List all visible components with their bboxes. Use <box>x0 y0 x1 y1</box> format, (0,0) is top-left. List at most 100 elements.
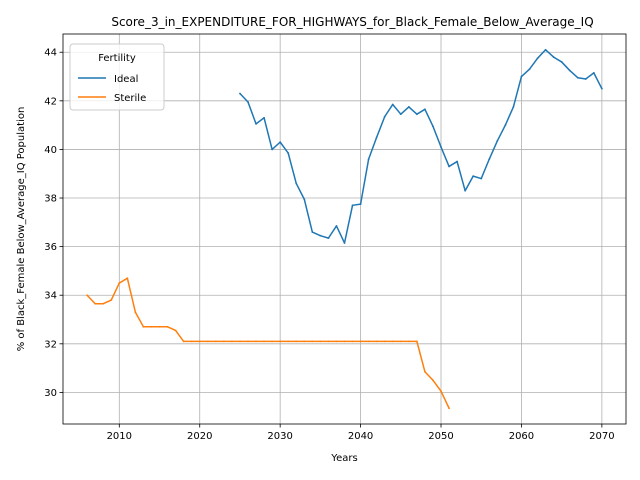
data-point <box>375 136 378 139</box>
data-point <box>126 277 129 280</box>
data-point <box>319 340 322 343</box>
data-point <box>351 340 354 343</box>
series-sterile <box>86 277 450 410</box>
data-point <box>279 141 282 144</box>
y-tick-label: 42 <box>44 96 57 107</box>
data-point <box>311 231 314 233</box>
data-point <box>375 340 378 343</box>
data-point <box>407 340 410 343</box>
data-point <box>190 340 193 343</box>
data-point <box>407 105 410 108</box>
data-point <box>440 146 442 148</box>
data-point <box>536 57 539 60</box>
data-point <box>287 152 290 154</box>
data-point <box>480 177 483 180</box>
data-point <box>391 340 394 343</box>
x-tick-label: 2020 <box>187 431 212 442</box>
data-point <box>584 78 587 80</box>
data-point <box>198 340 201 343</box>
x-tick-label: 2030 <box>267 431 292 442</box>
data-point <box>488 158 491 161</box>
data-point <box>544 48 547 51</box>
data-point <box>464 189 467 192</box>
data-point <box>279 340 282 343</box>
data-point <box>255 123 257 125</box>
data-point <box>600 87 603 90</box>
data-point <box>222 340 225 343</box>
data-point <box>576 76 579 79</box>
data-point <box>150 325 153 328</box>
data-point <box>520 75 523 78</box>
data-point <box>271 340 274 343</box>
data-point <box>432 379 434 382</box>
data-point <box>560 61 563 63</box>
data-point <box>351 204 354 207</box>
data-point <box>528 68 531 71</box>
axis-ticks: 2010 2020 2030 2040 2050 2060 2070 30 32 34 36 38 40… <box>44 48 614 442</box>
x-tick-label: 2060 <box>509 431 534 442</box>
data-point <box>424 370 426 373</box>
data-point <box>214 340 217 343</box>
data-point <box>303 198 306 201</box>
data-point <box>295 340 298 343</box>
data-point <box>295 182 298 185</box>
data-point <box>303 340 306 343</box>
series-line-sterile <box>86 277 450 409</box>
x-axis-label: Years <box>330 453 357 464</box>
data-point <box>383 115 386 118</box>
gridlines <box>63 34 626 424</box>
data-point <box>311 340 314 343</box>
x-tick-label: 2050 <box>428 431 453 442</box>
data-point <box>287 340 290 343</box>
y-tick-label: 30 <box>44 388 57 399</box>
data-point <box>239 340 241 343</box>
data-point <box>512 105 515 108</box>
data-point <box>263 340 265 343</box>
data-point <box>102 302 105 305</box>
data-point <box>391 103 394 106</box>
data-point <box>448 165 450 168</box>
data-point <box>592 71 595 74</box>
series-line-ideal <box>239 49 603 244</box>
series-lines <box>86 48 603 410</box>
data-point <box>182 340 185 343</box>
data-point <box>231 340 233 343</box>
x-tick-label: 2040 <box>348 431 373 442</box>
data-point <box>158 325 161 328</box>
data-point <box>94 302 97 305</box>
data-point <box>424 108 426 111</box>
data-point <box>456 160 458 163</box>
data-point <box>174 329 177 332</box>
data-point <box>472 175 475 178</box>
y-tick-label: 40 <box>44 145 57 156</box>
data-point <box>247 340 249 343</box>
data-point <box>166 325 169 328</box>
data-point <box>399 340 402 343</box>
data-point <box>552 56 555 58</box>
y-tick-label: 44 <box>44 48 57 59</box>
data-point <box>263 116 265 119</box>
data-point <box>206 340 209 343</box>
data-point <box>343 340 346 343</box>
y-tick-label: 36 <box>44 242 57 253</box>
data-point <box>399 113 402 116</box>
data-point <box>327 237 330 240</box>
data-point <box>367 158 370 161</box>
y-tick-label: 34 <box>44 291 57 302</box>
x-tick-label: 2070 <box>589 431 614 442</box>
data-point <box>359 203 362 205</box>
data-point <box>440 390 442 393</box>
legend-label-ideal: Ideal <box>114 74 138 85</box>
data-point <box>319 234 322 237</box>
data-point <box>110 299 113 301</box>
legend-label-sterile: Sterile <box>114 93 146 104</box>
series-ideal <box>239 48 603 244</box>
data-point <box>118 282 121 284</box>
data-point <box>383 340 386 343</box>
data-point <box>327 340 330 343</box>
data-point <box>496 140 499 142</box>
legend-title: Fertility <box>98 53 136 64</box>
data-point <box>247 101 249 103</box>
legend: Fertility Ideal Sterile <box>69 43 165 111</box>
